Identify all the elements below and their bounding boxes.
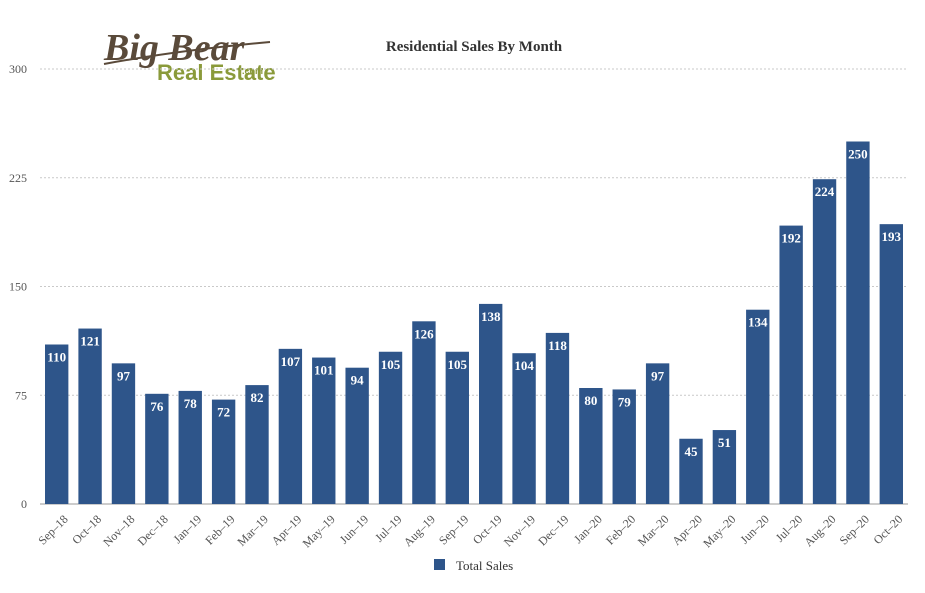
bar: [779, 225, 803, 504]
bar: [645, 363, 670, 504]
x-tick-label: Mar–19: [234, 512, 271, 549]
x-tick-label: Nov–19: [501, 512, 538, 549]
bar: [278, 348, 303, 504]
x-tick-label: Oct–19: [470, 512, 505, 547]
bar-value-label: 101: [314, 363, 334, 378]
bar-value-label: 51: [718, 435, 731, 450]
bar: [345, 367, 369, 504]
y-tick-label: 300: [9, 62, 27, 76]
bar: [45, 344, 69, 504]
legend: Total Sales: [434, 558, 513, 573]
bar-value-label: 134: [748, 315, 768, 330]
bar-value-label: 105: [381, 357, 401, 372]
bar: [879, 224, 903, 504]
logo-text-big-bear: Big Bear: [103, 27, 246, 69]
bar: [679, 438, 703, 504]
bar-value-label: 78: [184, 396, 198, 411]
x-tick-label: Aug–20: [801, 512, 838, 549]
bar-value-label: 104: [514, 358, 534, 373]
x-tick-label: May–20: [700, 512, 738, 550]
x-tick-label: Sep–18: [35, 512, 70, 547]
bar-value-label: 107: [281, 354, 301, 369]
bar: [111, 363, 136, 504]
x-tick-label: Oct–18: [69, 512, 104, 547]
x-tick-label: Mar–20: [635, 512, 672, 549]
bar: [145, 393, 169, 504]
x-tick-label: Apr–20: [669, 512, 705, 548]
bar-value-label: 76: [150, 399, 164, 414]
x-tick-label: Jan–19: [170, 512, 204, 546]
brand-logo: Big Bear Real Estate .com: [100, 27, 278, 85]
bar-value-label: 192: [781, 231, 801, 246]
bar: [245, 385, 269, 504]
x-tick-label: Sep–19: [436, 512, 471, 547]
bar-value-label: 72: [217, 405, 230, 420]
bar: [412, 321, 436, 504]
bar: [545, 332, 570, 504]
x-tick-label: Dec–18: [135, 512, 171, 548]
logo-text-com: .com: [242, 66, 263, 76]
bar-value-label: 121: [80, 334, 100, 349]
gridlines: [40, 68, 908, 505]
bar-value-label: 224: [815, 184, 835, 199]
x-tick-label: Aug–19: [401, 512, 438, 549]
bar: [579, 388, 603, 504]
x-tick-label: Jan–20: [571, 512, 605, 546]
logo-swoosh: [103, 41, 271, 65]
legend-swatch-total-sales: [434, 559, 445, 570]
logo-text-real-estate: Real Estate: [157, 60, 276, 85]
bar: [445, 351, 469, 504]
bar-value-label: 250: [848, 147, 868, 162]
bars: [45, 141, 903, 504]
bar: [78, 328, 102, 504]
logo-background: [100, 28, 278, 84]
chart-title: Residential Sales By Month: [386, 39, 563, 55]
bar-value-label: 45: [685, 444, 699, 459]
x-tick-label: Sep–20: [837, 512, 872, 547]
bar: [178, 390, 202, 504]
bar: [378, 351, 403, 504]
x-tick-label: Nov–18: [100, 512, 137, 549]
bar: [312, 357, 336, 504]
bar: [812, 179, 837, 504]
bar-value-label: 110: [47, 350, 66, 365]
x-tick-label: Feb–19: [202, 512, 237, 547]
bar-value-label: 138: [481, 309, 501, 324]
bar: [211, 399, 236, 504]
y-tick-label: 0: [21, 497, 27, 511]
x-tick-label: Oct–20: [870, 512, 905, 547]
y-tick-label: 225: [9, 171, 27, 185]
bar-value-label: 97: [117, 368, 131, 383]
x-tick-label: Apr–19: [269, 512, 305, 548]
y-tick-label: 150: [9, 280, 27, 294]
y-tick-label: 75: [15, 388, 27, 402]
x-tick-label: Dec–19: [535, 512, 571, 548]
x-tick-label: Feb–20: [603, 512, 638, 547]
legend-label-total-sales: Total Sales: [456, 558, 513, 573]
bar: [612, 389, 636, 504]
bar-value-labels: 110 121 97 76 78 72 82 107 101 94 105 126 105 138 104 1…: [47, 147, 901, 459]
bar-value-label: 79: [618, 394, 632, 409]
bar-value-label: 118: [548, 338, 567, 353]
x-tick-label: Jun–19: [337, 512, 371, 546]
bar-value-label: 82: [251, 390, 264, 405]
bar: [479, 303, 503, 504]
bar: [846, 141, 870, 504]
bar: [712, 430, 737, 504]
bar-value-label: 126: [414, 326, 434, 341]
bar: [746, 309, 770, 504]
bar-value-label: 94: [351, 373, 365, 388]
bar-value-label: 97: [651, 368, 665, 383]
bar-value-label: 193: [882, 229, 902, 244]
x-tick-label: Jun–20: [737, 512, 771, 546]
bar: [512, 353, 536, 504]
x-tick-label: May–19: [300, 512, 338, 550]
bar-value-label: 80: [584, 393, 597, 408]
y-axis-ticks: 0 75 150 225 300: [9, 62, 27, 511]
bar-value-label: 105: [448, 357, 468, 372]
